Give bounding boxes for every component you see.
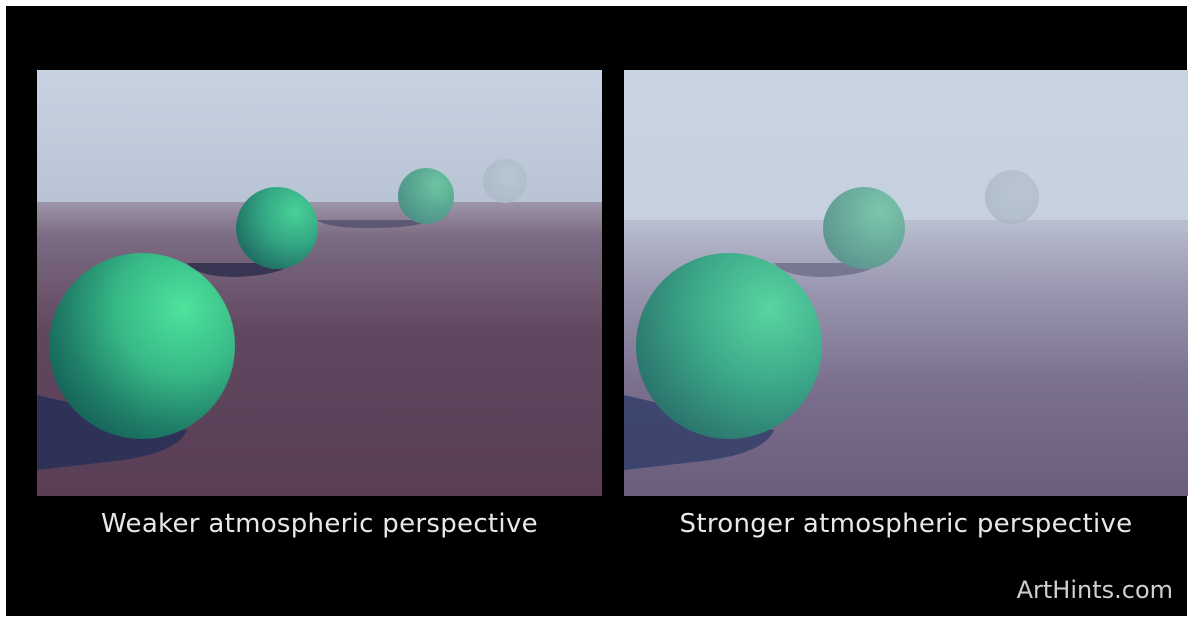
image-frame: Weaker atmospheric perspective Stronger … <box>6 6 1188 616</box>
weak-scene <box>37 70 602 496</box>
strong-perspective-render <box>624 70 1188 496</box>
watermark: ArtHints.com <box>1016 576 1173 604</box>
strong-scene <box>624 70 1188 496</box>
weak-perspective-render <box>37 70 602 496</box>
weak-perspective-caption: Weaker atmospheric perspective <box>101 509 538 539</box>
strong-perspective-caption: Stronger atmospheric perspective <box>679 509 1133 539</box>
